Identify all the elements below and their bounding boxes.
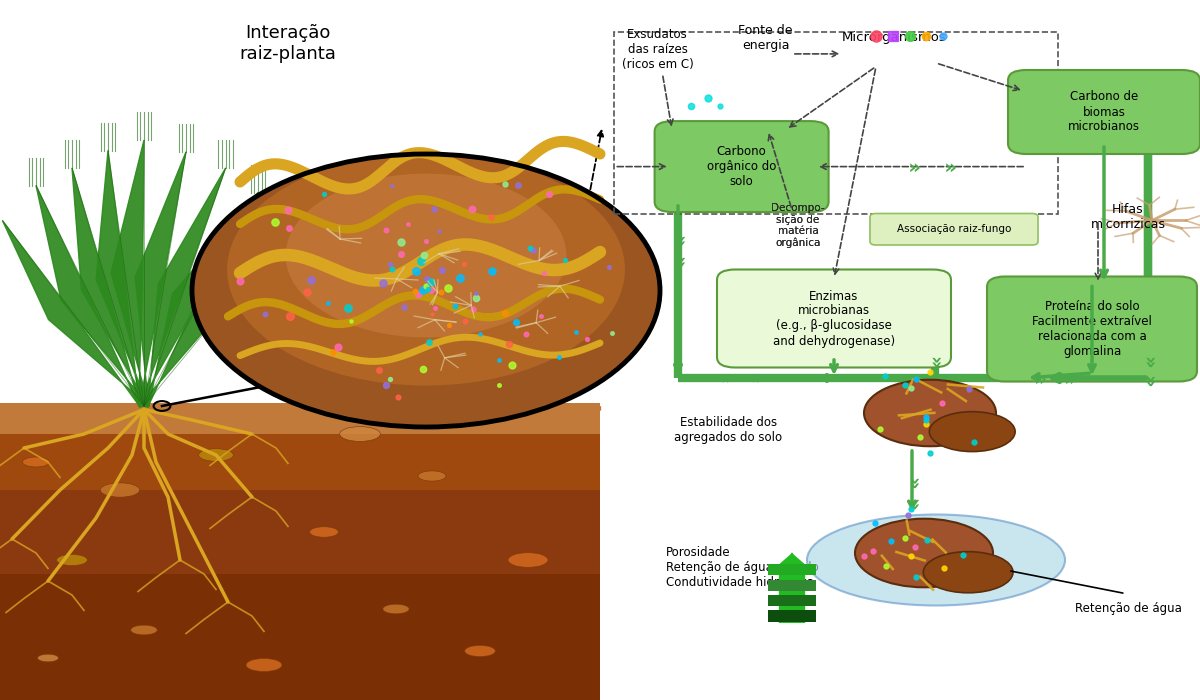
FancyBboxPatch shape: [655, 121, 829, 212]
Text: Decompo-
sição de
matéria
orgânica: Decompo- sição de matéria orgânica: [772, 203, 824, 248]
Text: Proteína do solo
Facilmente extraível
relacionada com a
glomalina: Proteína do solo Facilmente extraível re…: [1032, 300, 1152, 358]
Ellipse shape: [199, 449, 233, 461]
FancyBboxPatch shape: [768, 610, 816, 622]
Ellipse shape: [808, 514, 1066, 606]
FancyBboxPatch shape: [0, 574, 600, 700]
Text: »: »: [902, 498, 922, 510]
Ellipse shape: [310, 526, 338, 538]
Ellipse shape: [418, 471, 446, 481]
FancyBboxPatch shape: [0, 0, 600, 410]
Text: Estabilidade dos
agregados do solo: Estabilidade dos agregados do solo: [674, 416, 782, 444]
Ellipse shape: [131, 625, 157, 635]
Ellipse shape: [340, 426, 380, 442]
Text: Exsudatos
das raízes
(ricos em C): Exsudatos das raízes (ricos em C): [622, 28, 694, 71]
Ellipse shape: [246, 659, 282, 671]
Circle shape: [192, 154, 660, 427]
Circle shape: [227, 153, 625, 386]
FancyBboxPatch shape: [768, 595, 816, 606]
FancyBboxPatch shape: [768, 564, 816, 575]
Text: Interação
raiz-planta: Interação raiz-planta: [240, 25, 336, 63]
Text: Fonte de
energia: Fonte de energia: [738, 25, 793, 52]
Ellipse shape: [464, 645, 496, 657]
Ellipse shape: [854, 519, 994, 587]
Text: Porosidade
Retenção de água no solo
Condutividade hidráulica: Porosidade Retenção de água no solo Cond…: [666, 546, 818, 589]
Polygon shape: [139, 168, 226, 407]
Ellipse shape: [23, 457, 49, 467]
Ellipse shape: [929, 412, 1015, 452]
Polygon shape: [2, 220, 148, 407]
Text: Enzimas
microbianas
(e.g., β-glucosidase
and dehydrogenase): Enzimas microbianas (e.g., β-glucosidase…: [773, 290, 895, 347]
Text: Carbono de
biomas
microbianos: Carbono de biomas microbianos: [1068, 90, 1140, 134]
Ellipse shape: [923, 552, 1013, 593]
Text: »: »: [668, 256, 688, 269]
Text: »: »: [720, 368, 732, 388]
Ellipse shape: [508, 553, 548, 567]
Text: »: »: [902, 477, 922, 489]
FancyBboxPatch shape: [986, 276, 1198, 382]
Polygon shape: [140, 231, 288, 407]
Text: »: »: [750, 368, 762, 388]
Ellipse shape: [37, 654, 59, 661]
Polygon shape: [112, 140, 149, 406]
Text: «: «: [942, 157, 954, 176]
FancyBboxPatch shape: [0, 490, 600, 574]
FancyBboxPatch shape: [716, 270, 952, 368]
Ellipse shape: [101, 483, 139, 497]
Text: Retenção de água: Retenção de água: [1074, 602, 1182, 615]
Text: Decompo-
sição de
matéria
orgânica: Decompo- sição de matéria orgânica: [772, 203, 824, 248]
Ellipse shape: [383, 604, 409, 614]
Ellipse shape: [864, 379, 996, 447]
FancyBboxPatch shape: [0, 402, 600, 434]
Polygon shape: [72, 168, 149, 407]
Polygon shape: [136, 152, 186, 406]
Polygon shape: [96, 150, 149, 406]
Text: Associação raiz-fungo: Associação raiz-fungo: [896, 224, 1012, 234]
Text: Hifas
micorrizicas: Hifas micorrizicas: [1091, 203, 1165, 231]
FancyBboxPatch shape: [870, 214, 1038, 245]
Text: «: «: [906, 157, 918, 176]
FancyBboxPatch shape: [768, 580, 816, 591]
Text: «: «: [1062, 368, 1074, 388]
Polygon shape: [36, 186, 149, 407]
Polygon shape: [139, 193, 258, 407]
Text: »: »: [1139, 356, 1158, 369]
FancyBboxPatch shape: [1008, 70, 1200, 154]
Text: »: »: [1139, 375, 1158, 388]
Circle shape: [286, 174, 566, 337]
Text: «: «: [1032, 368, 1044, 388]
FancyBboxPatch shape: [0, 434, 600, 490]
Text: »: »: [925, 375, 944, 388]
Ellipse shape: [56, 554, 88, 566]
FancyArrow shape: [768, 553, 816, 623]
Text: Microrganismos: Microrganismos: [841, 32, 947, 45]
Text: Carbono
orgânico do
solo: Carbono orgânico do solo: [707, 145, 776, 188]
Text: »: »: [668, 235, 688, 248]
Text: »: »: [925, 356, 944, 369]
